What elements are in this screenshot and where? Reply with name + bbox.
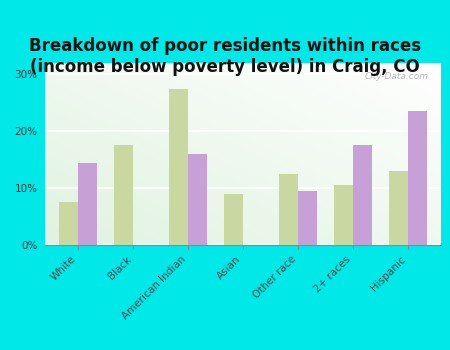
- Bar: [114, 146, 133, 245]
- Bar: [298, 191, 317, 245]
- Bar: [224, 194, 243, 245]
- Bar: [169, 89, 188, 245]
- Bar: [78, 162, 97, 245]
- Bar: [408, 111, 427, 245]
- Bar: [334, 185, 353, 245]
- Bar: [353, 146, 372, 245]
- Text: City-Data.com: City-Data.com: [365, 72, 429, 81]
- Bar: [59, 202, 78, 245]
- Bar: [279, 174, 298, 245]
- Text: Breakdown of poor residents within races
(income below poverty level) in Craig, : Breakdown of poor residents within races…: [29, 37, 421, 76]
- Bar: [389, 171, 408, 245]
- Bar: [188, 154, 207, 245]
